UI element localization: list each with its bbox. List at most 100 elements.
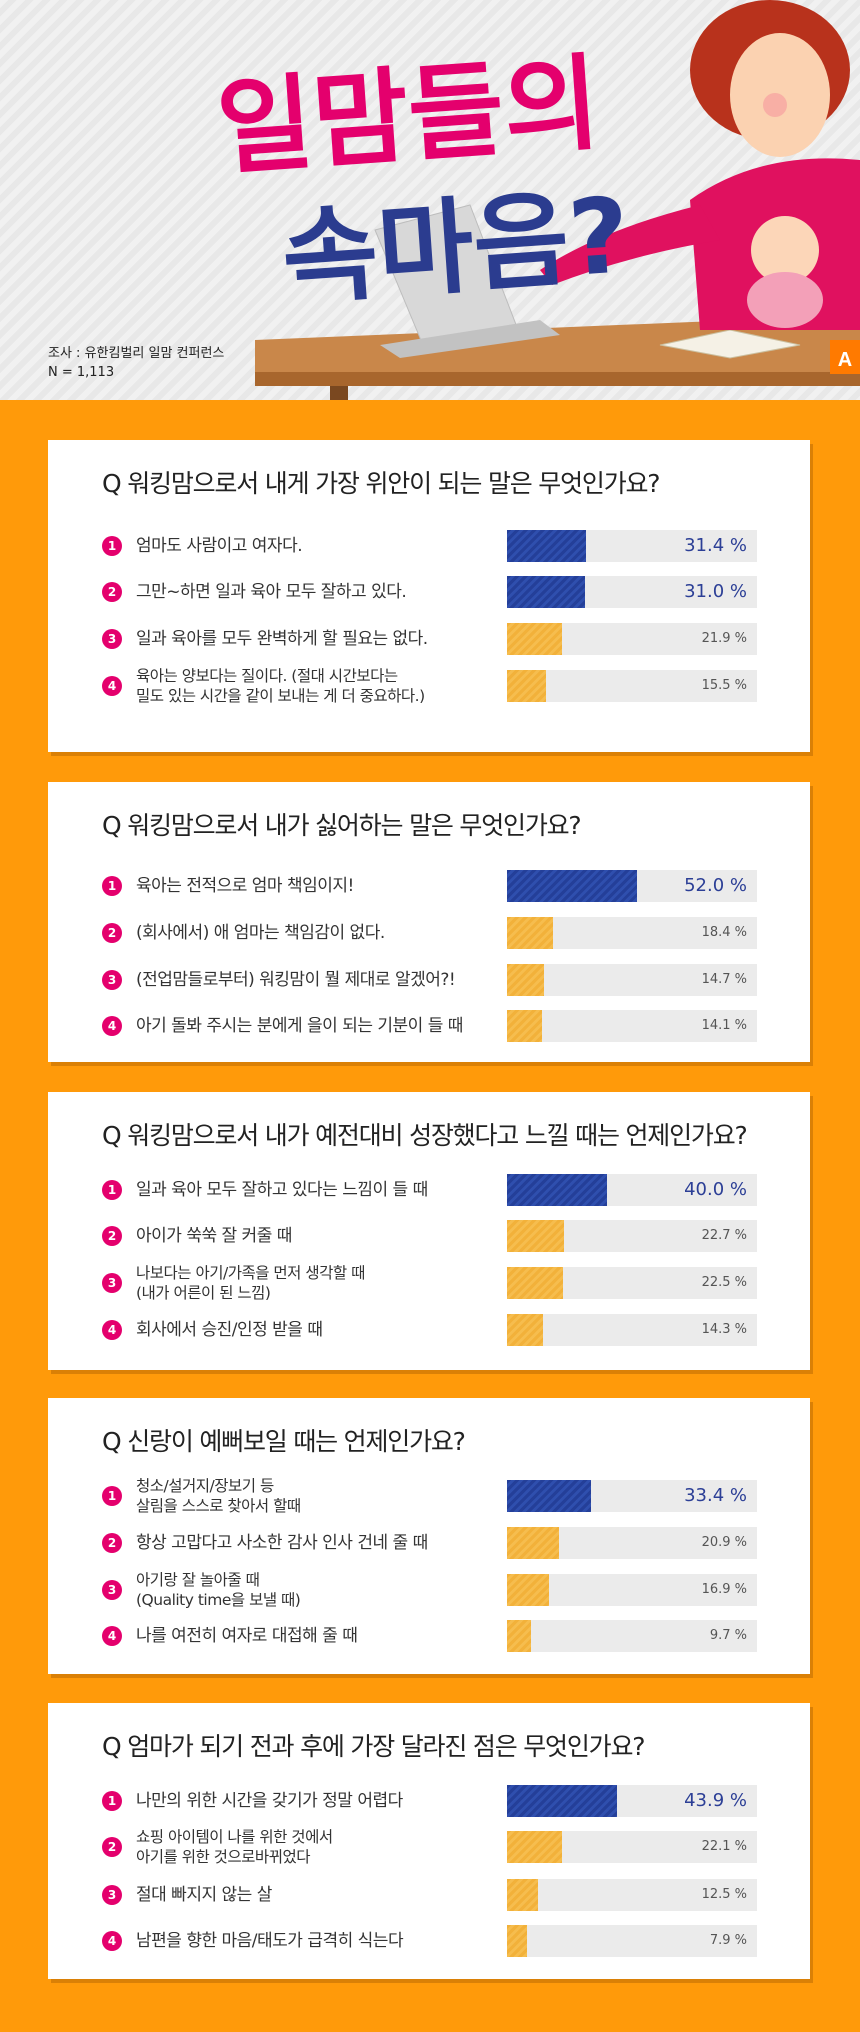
answer-label-line: 일과 육아 모두 잘하고 있다는 느낌이 들 때 [136,1180,428,1200]
question-title: Q 엄마가 되기 전과 후에 가장 달라진 점은 무엇인가요? [102,1732,646,1761]
bar [507,1574,550,1606]
bar [507,1620,532,1652]
bar [507,1925,527,1957]
answer-label: 일과 육아 모두 잘하고 있다는 느낌이 들 때 [136,1179,428,1201]
value-label: 14.7 % [701,972,747,987]
answer-label-line: 청소/설거지/장보기 등 [136,1477,274,1495]
bar-track: 14.3 % [507,1314,757,1346]
answer-label-line: 항상 고맙다고 사소한 감사 인사 건네 줄 때 [136,1533,428,1553]
answer-number-badge: 1 [102,876,122,896]
header-art: A 일맘들의 속마음? [213,0,860,400]
answer-label: 일과 육아를 모두 완벽하게 할 필요는 없다. [136,628,428,650]
survey-info: 조사 : 유한킴벌리 일맘 컨퍼런스 N = 1,113 [48,344,224,382]
survey-card: Q 워킹맘으로서 내게 가장 위안이 되는 말은 무엇인가요? 1 엄마도 사람이고… [48,440,810,752]
desk-top [255,320,860,372]
answer-number-badge: 4 [102,676,122,696]
question-title: Q 워킹맘으로서 내가 예전대비 성장했다고 느낄 때는 언제인가요? [102,1121,748,1150]
answer-number-badge: 3 [102,970,122,990]
answer-label-line: (전업맘들로부터) 워킹맘이 뭘 제대로 알겠어?! [136,970,456,990]
bar [507,670,546,702]
bar-track: 40.0 % [507,1174,757,1206]
bar [507,964,544,996]
bar [507,1831,563,1863]
value-label: 52.0 % [684,875,747,896]
question-title: Q 워킹맘으로서 내게 가장 위안이 되는 말은 무엇인가요? [102,469,661,498]
bar-track: 22.5 % [507,1267,757,1299]
bar-track: 21.9 % [507,623,757,655]
survey-card: Q 신랑이 예뻐보일 때는 언제인가요? 1 청소/설거지/장보기 등 살림을 스스로… [48,1398,810,1674]
bar-track: 20.9 % [507,1527,757,1559]
value-label: 20.9 % [701,1535,747,1550]
answer-label-line: (Quality time을 보낼 때) [136,1591,301,1609]
answer-label-line: 남편을 향한 마음/태도가 급격히 식는다 [136,1931,404,1951]
bar-track: 31.4 % [507,530,757,562]
bar [507,870,637,902]
answer-label-line: 일과 육아를 모두 완벽하게 할 필요는 없다. [136,629,428,649]
answer-label-line: 아기 돌봐 주시는 분에게 을이 되는 기분이 들 때 [136,1016,463,1036]
badge-background [830,340,860,374]
value-label: 12.5 % [701,1887,747,1902]
answer-label: 육아는 전적으로 엄마 책임이지! [136,875,354,897]
answer-label: 청소/설거지/장보기 등 살림을 스스로 찾아서 할때 [136,1476,301,1516]
value-label: 31.4 % [684,535,747,556]
bar [507,623,562,655]
bar-track: 7.9 % [507,1925,757,1957]
value-label: 14.3 % [701,1322,747,1337]
answer-number-badge: 4 [102,1320,122,1340]
bar [507,1010,543,1042]
bar [507,1267,564,1299]
value-label: 31.0 % [684,581,747,602]
answer-label: 항상 고맙다고 사소한 감사 인사 건네 줄 때 [136,1532,428,1554]
bar [507,1785,617,1817]
bar-track: 16.9 % [507,1574,757,1606]
bar-track: 15.5 % [507,670,757,702]
answer-label-line: 회사에서 승진/인정 받을 때 [136,1320,323,1340]
answer-label: 절대 빠지지 않는 살 [136,1884,272,1906]
answer-label-line: 그만~하면 일과 육아 모두 잘하고 있다. [136,582,407,602]
bar-track: 9.7 % [507,1620,757,1652]
bar [507,1879,539,1911]
answer-label: 육아는 양보다는 질이다. (절대 시간보다는 밀도 있는 시간을 같이 보내는 … [136,666,425,706]
answer-label-line: (내가 어른이 된 느낌) [136,1284,271,1302]
answer-label: 회사에서 승진/인정 받을 때 [136,1319,323,1341]
survey-sample-size: N = 1,113 [48,365,115,380]
header-illustration: A 일맘들의 속마음? 조사 : 유한킴벌리 일맘 컨퍼런스 N = 1,113 [0,0,860,400]
answer-label: 남편을 향한 마음/태도가 급격히 식는다 [136,1930,404,1952]
bar-track: 22.7 % [507,1220,757,1252]
survey-card: Q 엄마가 되기 전과 후에 가장 달라진 점은 무엇인가요? 1 나만의 위한 시… [48,1703,810,1979]
bar-track: 43.9 % [507,1785,757,1817]
value-label: 22.5 % [701,1275,747,1290]
value-label: 22.7 % [701,1228,747,1243]
answer-label: (전업맘들로부터) 워킹맘이 뭘 제대로 알겠어?! [136,969,456,991]
answer-number-badge: 4 [102,1016,122,1036]
bar-track: 18.4 % [507,917,757,949]
answer-label-line: 엄마도 사람이고 여자다. [136,536,303,556]
question-title: Q 워킹맘으로서 내가 싫어하는 말은 무엇인가요? [102,811,582,840]
answer-label-line: 쇼핑 아이템이 나를 위한 것에서 [136,1828,333,1846]
bar-track: 12.5 % [507,1879,757,1911]
answer-label-line: 아기를 위한 것으로바뀌었다 [136,1848,310,1866]
answer-number-badge: 4 [102,1626,122,1646]
answer-number-badge: 2 [102,1837,122,1857]
answer-number-badge: 3 [102,629,122,649]
bar-track: 14.7 % [507,964,757,996]
answer-number-badge: 3 [102,1885,122,1905]
value-label: 14.1 % [701,1018,747,1033]
value-label: 18.4 % [701,925,747,940]
answer-number-badge: 3 [102,1273,122,1293]
title-line-1: 일맘들의 [213,42,603,190]
survey-card: Q 워킹맘으로서 내가 예전대비 성장했다고 느낄 때는 언제인가요? 1 일과 육… [48,1092,810,1370]
answer-label: 아기랑 잘 놀아줄 때 (Quality time을 보낼 때) [136,1570,301,1610]
value-label: 22.1 % [701,1839,747,1854]
answer-label-line: 밀도 있는 시간을 같이 보내는 게 더 중요하다.) [136,687,425,705]
bar-track: 22.1 % [507,1831,757,1863]
bar [507,1174,607,1206]
answer-label: 엄마도 사람이고 여자다. [136,535,303,557]
value-label: 7.9 % [709,1933,747,1948]
mother-cheek [763,93,787,117]
bar [507,1480,591,1512]
answer-number-badge: 2 [102,1533,122,1553]
answer-number-badge: 1 [102,1791,122,1811]
value-label: 9.7 % [709,1628,747,1643]
